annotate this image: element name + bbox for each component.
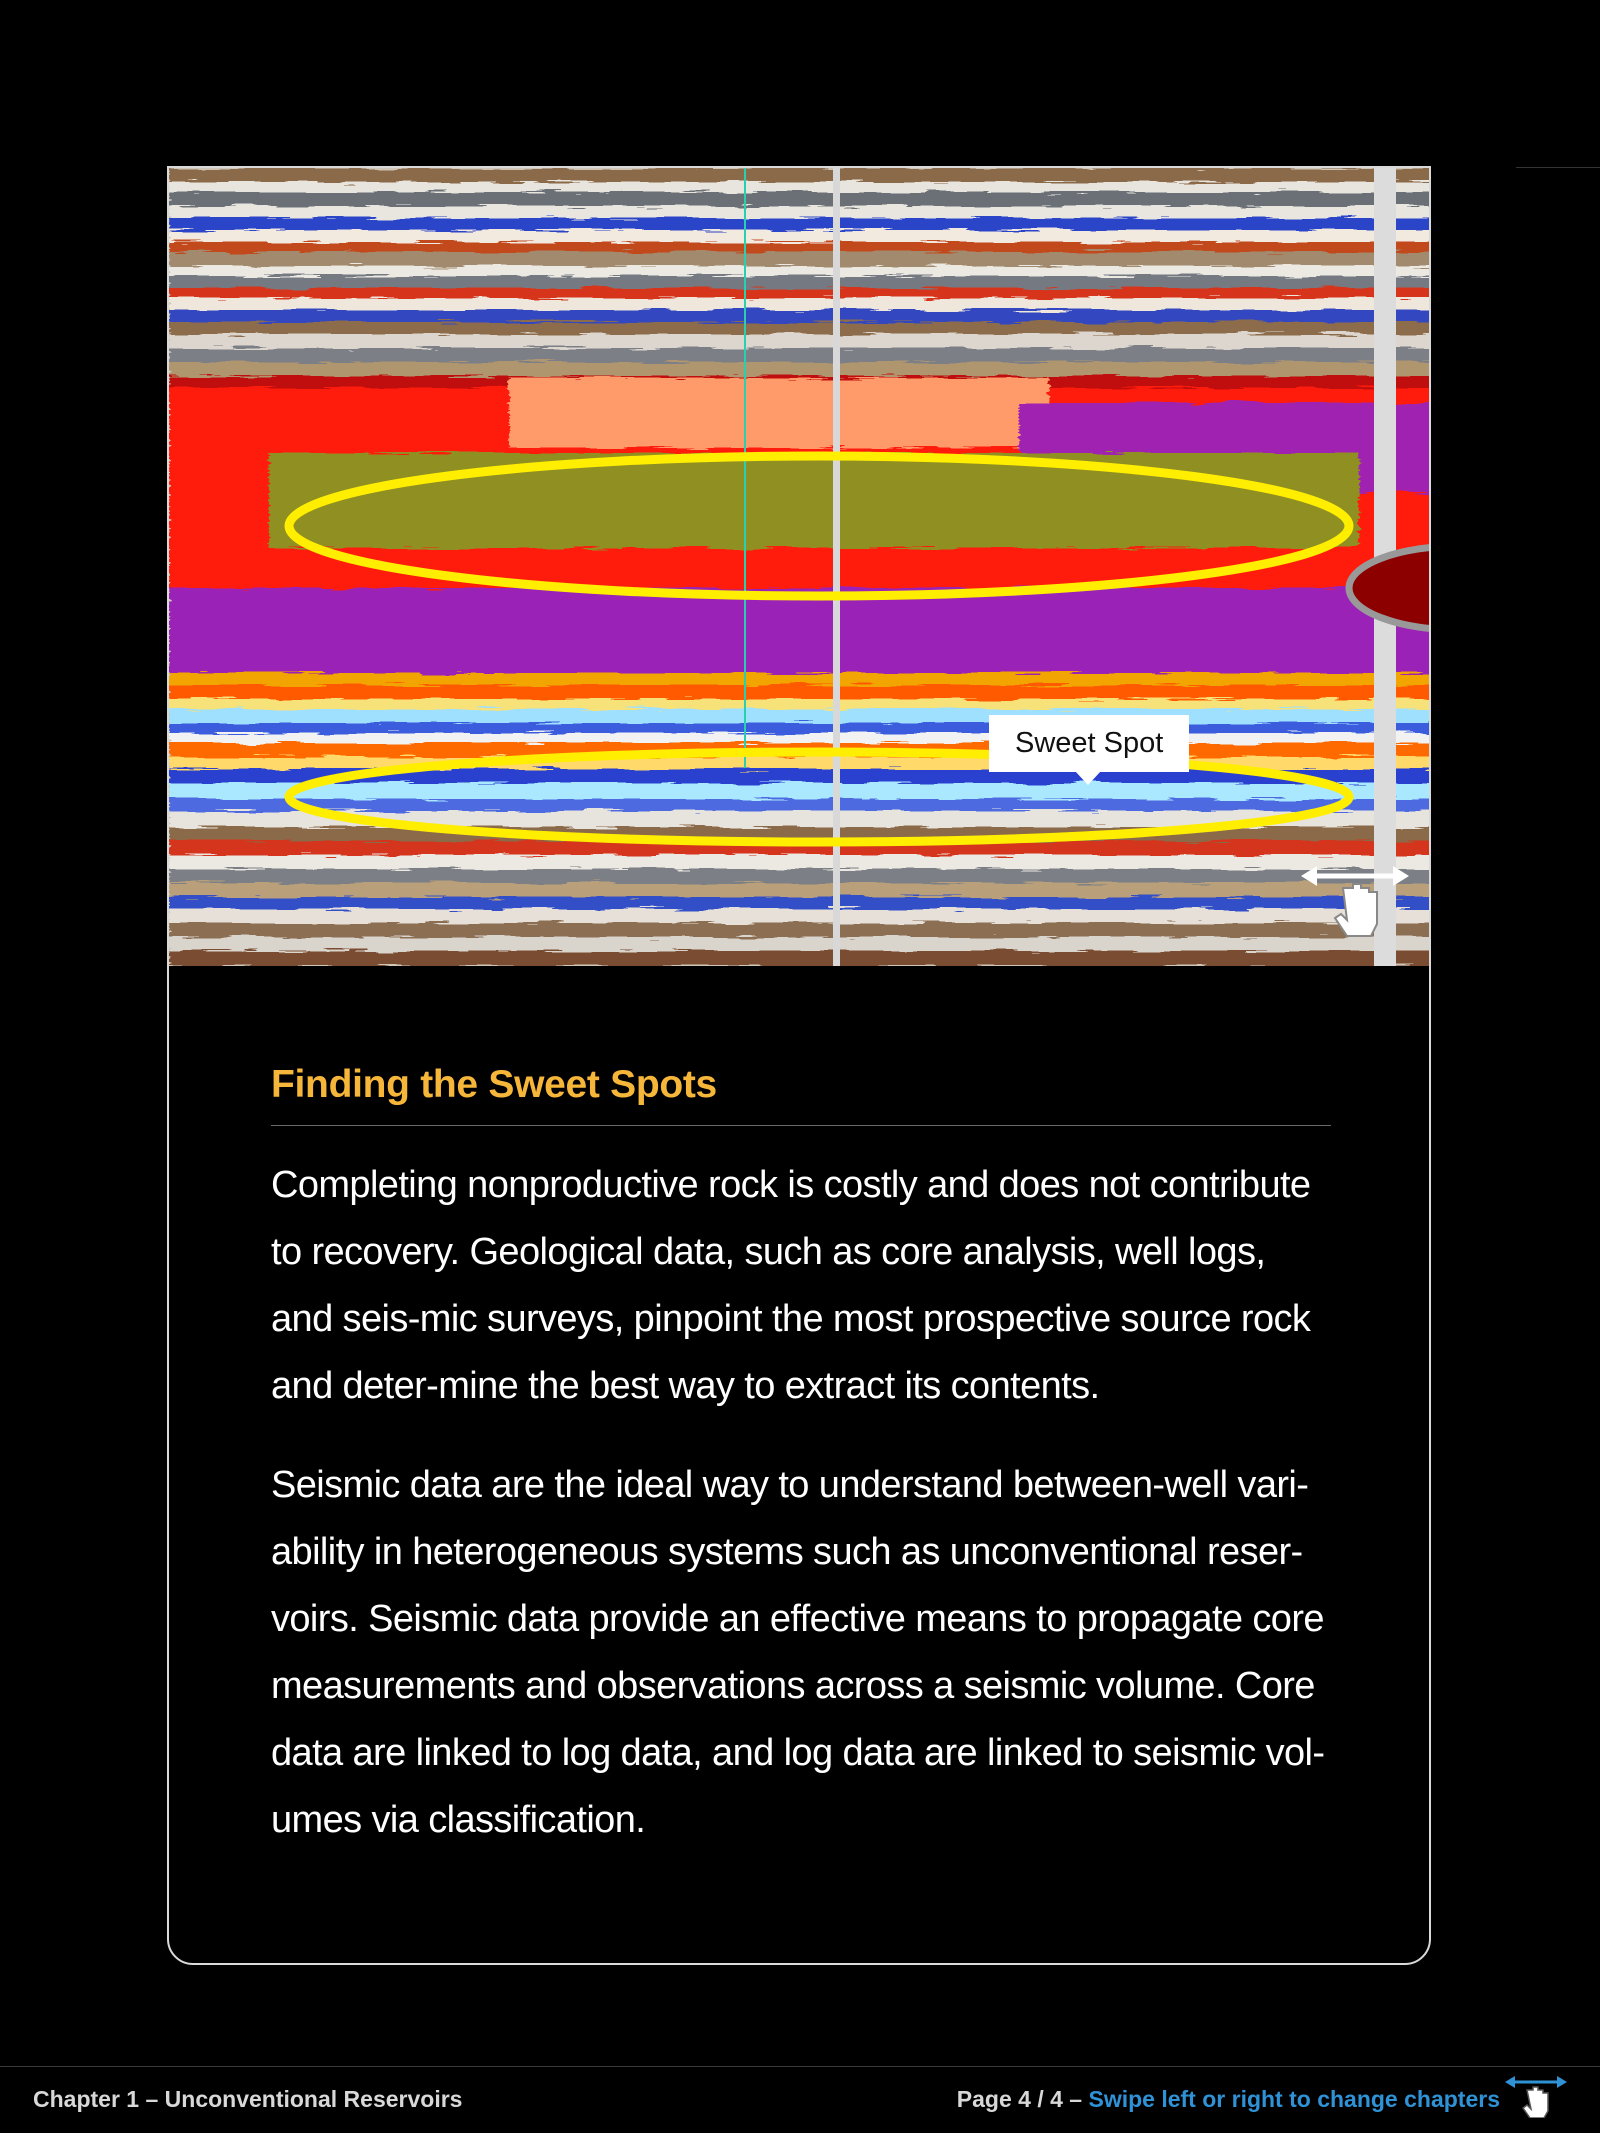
content-card: Sweet Spot Finding the Sweet Spots Compl… xyxy=(167,166,1431,1965)
article: Finding the Sweet Spots Completing nonpr… xyxy=(271,1063,1331,1886)
page-indicator: Page 4 / 4 – Swipe left or right to chan… xyxy=(957,2086,1500,2113)
footer-divider xyxy=(0,2066,1600,2067)
callout-label: Sweet Spot xyxy=(1015,727,1164,759)
chapter-label: Chapter 1 – Unconventional Reservoirs xyxy=(33,2086,463,2112)
article-paragraph-1: Completing nonproductive rock is costly … xyxy=(271,1164,1311,1407)
swipe-hand-icon[interactable] xyxy=(1301,858,1411,938)
article-paragraph-2: Seismic data are the ideal way to unders… xyxy=(271,1464,1325,1841)
title-divider xyxy=(271,1125,1331,1126)
article-title: Finding the Sweet Spots xyxy=(271,1063,717,1106)
page-number: Page 4 / 4 – xyxy=(956,2086,1089,2112)
swipe-hint-link[interactable]: Swipe left or right to change chapters xyxy=(1088,2086,1500,2112)
seismic-section-image xyxy=(169,168,1429,966)
side-divider xyxy=(1516,167,1600,168)
swipe-hand-icon[interactable] xyxy=(1505,2072,1567,2118)
sweet-spot-callout: Sweet Spot xyxy=(989,715,1190,785)
